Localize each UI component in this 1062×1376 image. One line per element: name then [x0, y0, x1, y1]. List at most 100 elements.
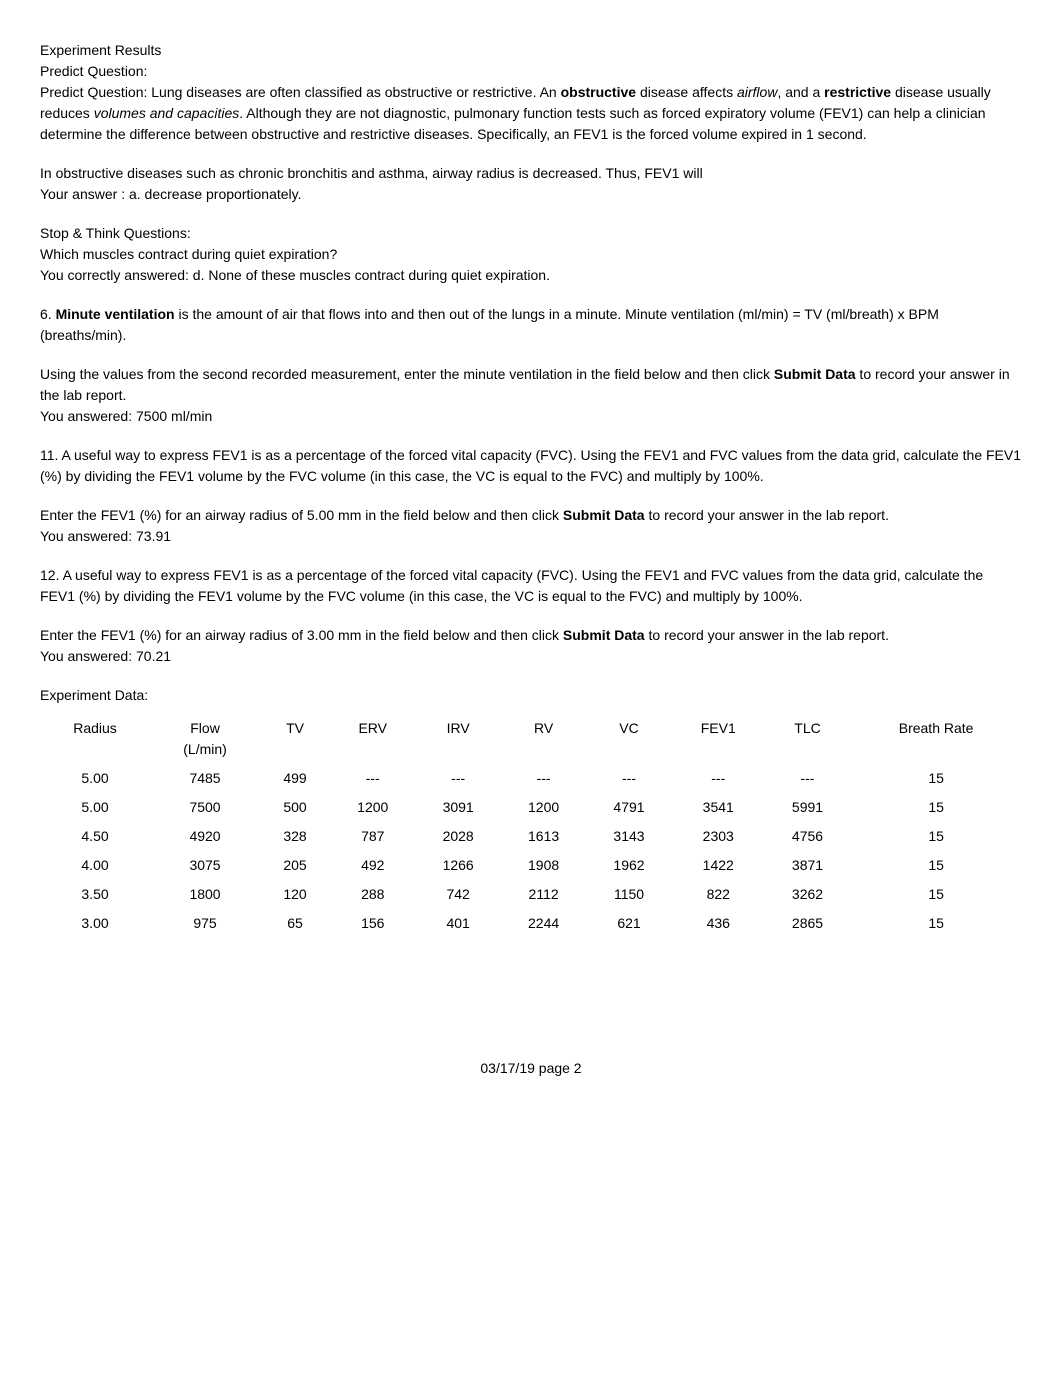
q6-bold: Minute ventilation	[56, 306, 175, 322]
table-cell: 1422	[672, 851, 765, 880]
q11b-post: to record your answer in the lab report.	[645, 507, 889, 523]
table-cell: 15	[850, 822, 1022, 851]
col-rv: RV	[501, 714, 586, 764]
table-cell: 3262	[765, 880, 850, 909]
table-cell: 436	[672, 909, 765, 938]
table-cell: 4791	[586, 793, 671, 822]
q11b-block: Enter the FEV1 (%) for an airway radius …	[40, 505, 1022, 547]
predict-after-airflow: , and a	[777, 84, 824, 100]
table-cell: 65	[260, 909, 330, 938]
q6b-submit-data: Submit Data	[774, 366, 856, 382]
q6b-pre: Using the values from the second recorde…	[40, 366, 774, 382]
predict-volumes: volumes and capacities	[94, 105, 240, 121]
q12b-submit-data: Submit Data	[563, 627, 645, 643]
table-cell: ---	[765, 764, 850, 793]
col-erv: ERV	[330, 714, 415, 764]
stop-think-block: Stop & Think Questions: Which muscles co…	[40, 223, 1022, 286]
q6b-instruction: Using the values from the second recorde…	[40, 364, 1022, 406]
table-cell: 3.00	[40, 909, 150, 938]
col-breath-rate: Breath Rate	[850, 714, 1022, 764]
table-cell: ---	[586, 764, 671, 793]
table-cell: 4.00	[40, 851, 150, 880]
table-cell: 1908	[501, 851, 586, 880]
q12b-block: Enter the FEV1 (%) for an airway radius …	[40, 625, 1022, 667]
q11b-instruction: Enter the FEV1 (%) for an airway radius …	[40, 505, 1022, 526]
col-flow: Flow (L/min)	[150, 714, 260, 764]
col-flow-sub: (L/min)	[156, 739, 254, 760]
q6-block: 6. Minute ventilation is the amount of a…	[40, 304, 1022, 346]
table-cell: 3.50	[40, 880, 150, 909]
table-cell: 15	[850, 909, 1022, 938]
col-flow-label: Flow	[190, 720, 220, 736]
table-cell: 1613	[501, 822, 586, 851]
table-cell: 7500	[150, 793, 260, 822]
predict-airflow: airflow	[737, 84, 777, 100]
predict-after-obstructive: disease affects	[636, 84, 737, 100]
q11-text: 11. A useful way to express FEV1 is as a…	[40, 447, 1021, 484]
table-cell: 3075	[150, 851, 260, 880]
table-cell: 7485	[150, 764, 260, 793]
table-cell: 4920	[150, 822, 260, 851]
q11-block: 11. A useful way to express FEV1 is as a…	[40, 445, 1022, 487]
table-cell: 156	[330, 909, 415, 938]
table-cell: 15	[850, 764, 1022, 793]
col-vc: VC	[586, 714, 671, 764]
table-body: 5.007485499------------------155.0075005…	[40, 764, 1022, 938]
table-cell: 1962	[586, 851, 671, 880]
table-cell: 1200	[330, 793, 415, 822]
predict-restrictive: restrictive	[824, 84, 891, 100]
experiment-results-title: Experiment Results	[40, 40, 1022, 61]
table-cell: 1266	[415, 851, 500, 880]
obstructive-paragraph: In obstructive diseases such as chronic …	[40, 163, 1022, 205]
table-cell: 499	[260, 764, 330, 793]
table-cell: 1150	[586, 880, 671, 909]
table-cell: 5.00	[40, 764, 150, 793]
table-cell: 3541	[672, 793, 765, 822]
table-cell: 15	[850, 880, 1022, 909]
table-row: 5.007485499------------------15	[40, 764, 1022, 793]
table-row: 5.00750050012003091120047913541599115	[40, 793, 1022, 822]
q6b-answer: You answered: 7500 ml/min	[40, 406, 1022, 427]
q12-text: 12. A useful way to express FEV1 is as a…	[40, 567, 983, 604]
table-row: 4.5049203287872028161331432303475615	[40, 822, 1022, 851]
table-cell: 1200	[501, 793, 586, 822]
table-cell: 2865	[765, 909, 850, 938]
stop-think-answer: You correctly answered: d. None of these…	[40, 265, 1022, 286]
col-radius: Radius	[40, 714, 150, 764]
col-tlc: TLC	[765, 714, 850, 764]
table-cell: 787	[330, 822, 415, 851]
table-cell: 2112	[501, 880, 586, 909]
stop-think-question: Which muscles contract during quiet expi…	[40, 244, 1022, 265]
experiment-data-table: Radius Flow (L/min) TV ERV IRV RV VC FEV…	[40, 714, 1022, 938]
table-cell: 2028	[415, 822, 500, 851]
table-cell: 328	[260, 822, 330, 851]
table-cell: 822	[672, 880, 765, 909]
table-cell: ---	[415, 764, 500, 793]
table-cell: 621	[586, 909, 671, 938]
q11b-submit-data: Submit Data	[563, 507, 645, 523]
table-cell: 500	[260, 793, 330, 822]
table-row: 3.50180012028874221121150822326215	[40, 880, 1022, 909]
predict-question-paragraph: Predict Question: Lung diseases are ofte…	[40, 82, 1022, 145]
q11b-pre: Enter the FEV1 (%) for an airway radius …	[40, 507, 563, 523]
q6-num: 6.	[40, 306, 56, 322]
q12-block: 12. A useful way to express FEV1 is as a…	[40, 565, 1022, 607]
table-cell: 3091	[415, 793, 500, 822]
header-block: Experiment Results Predict Question: Pre…	[40, 40, 1022, 145]
table-cell: 3871	[765, 851, 850, 880]
table-cell: ---	[672, 764, 765, 793]
experiment-data-title: Experiment Data:	[40, 685, 1022, 706]
table-cell: 742	[415, 880, 500, 909]
table-cell: 288	[330, 880, 415, 909]
table-cell: 15	[850, 851, 1022, 880]
table-cell: 401	[415, 909, 500, 938]
q12b-answer: You answered: 70.21	[40, 646, 1022, 667]
table-header-row: Radius Flow (L/min) TV ERV IRV RV VC FEV…	[40, 714, 1022, 764]
predict-lead: Predict Question: Lung diseases are ofte…	[40, 84, 561, 100]
col-irv: IRV	[415, 714, 500, 764]
col-tv: TV	[260, 714, 330, 764]
q12b-post: to record your answer in the lab report.	[645, 627, 889, 643]
table-cell: 5.00	[40, 793, 150, 822]
page-footer: 03/17/19 page 2	[40, 1058, 1022, 1079]
predict-question-title: Predict Question:	[40, 61, 1022, 82]
